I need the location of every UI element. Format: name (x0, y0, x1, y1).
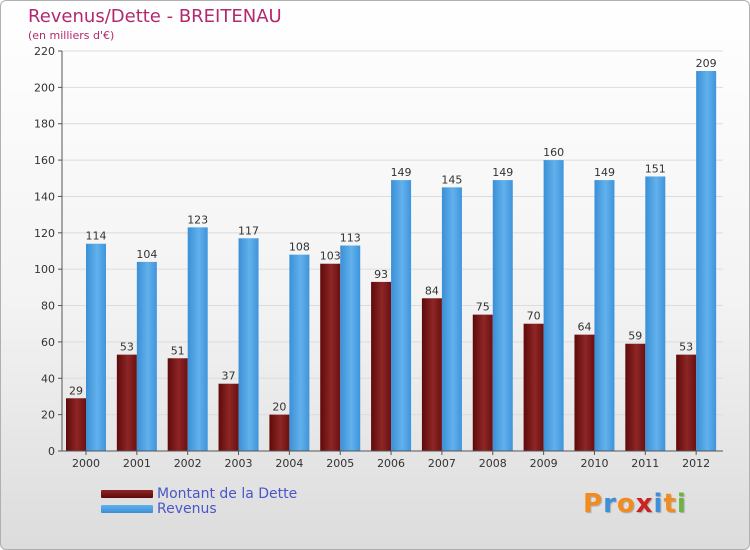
data-label-revenus-2001: 104 (136, 248, 157, 261)
logo-letter: t (663, 489, 677, 519)
data-label-dette-2004: 20 (272, 401, 286, 414)
logo-letter: r (603, 489, 617, 519)
legend: Montant de la Dette Revenus (101, 487, 361, 517)
legend-item-dette: Montant de la Dette (101, 487, 361, 502)
data-label-revenus-2005: 113 (340, 232, 361, 245)
x-tick-label-2003: 2003 (225, 457, 253, 470)
bar-dette-2004 (269, 414, 290, 451)
bar-revenus-2006 (391, 180, 412, 451)
data-label-dette-2005: 103 (320, 250, 341, 263)
bar-dette-2011 (625, 343, 646, 451)
x-tick-label-2007: 2007 (428, 457, 456, 470)
x-tick-label-2010: 2010 (580, 457, 608, 470)
data-label-dette-2011: 59 (628, 330, 642, 343)
x-tick-label-2012: 2012 (682, 457, 710, 470)
data-label-dette-2001: 53 (120, 341, 134, 354)
x-tick-label-2009: 2009 (530, 457, 558, 470)
logo-letter: P (583, 489, 604, 519)
bar-dette-2002 (167, 358, 188, 451)
x-tick-label-2000: 2000 (72, 457, 100, 470)
chart-subtitle: (en milliers d'€) (28, 29, 115, 42)
bar-revenus-2008 (492, 180, 513, 451)
logo-letter: x (635, 489, 654, 519)
data-label-revenus-2002: 123 (187, 213, 208, 226)
y-tick-label-60: 60 (41, 336, 55, 349)
x-tick-label-2005: 2005 (326, 457, 354, 470)
legend-label-revenus: Revenus (157, 501, 217, 517)
bar-dette-2010 (574, 334, 595, 451)
legend-item-revenus: Revenus (101, 502, 361, 517)
data-label-revenus-2010: 149 (594, 166, 615, 179)
x-tick-label-2008: 2008 (479, 457, 507, 470)
bar-dette-2009 (523, 323, 544, 451)
x-tick-label-2011: 2011 (631, 457, 659, 470)
y-tick-label-180: 180 (34, 118, 55, 131)
bar-dette-2005 (320, 263, 341, 451)
y-tick-label-160: 160 (34, 154, 55, 167)
y-tick-label-40: 40 (41, 372, 55, 385)
data-label-dette-2003: 37 (222, 370, 236, 383)
y-tick-label-120: 120 (34, 227, 55, 240)
y-tick-label-220: 220 (34, 45, 55, 58)
data-label-revenus-2003: 117 (238, 224, 259, 237)
logo-letter: i (653, 489, 664, 519)
data-label-revenus-2000: 114 (86, 230, 107, 243)
legend-label-dette: Montant de la Dette (157, 486, 298, 502)
y-tick-label-0: 0 (48, 445, 55, 458)
x-tick-label-2006: 2006 (377, 457, 405, 470)
labels: 29 114 53 104 51 123 37 117 20 108 103 113 93 149 84 14… (69, 57, 717, 414)
data-label-dette-2006: 93 (374, 268, 388, 281)
y-tick-label-200: 200 (34, 81, 55, 94)
logo-letter: i (676, 489, 687, 519)
data-label-revenus-2004: 108 (289, 241, 310, 254)
bar-dette-2006 (371, 281, 392, 451)
bars (66, 71, 717, 452)
y-tick-label-80: 80 (41, 300, 55, 313)
bar-dette-2001 (116, 354, 137, 451)
bar-dette-2003 (218, 383, 239, 451)
data-label-dette-2010: 64 (577, 321, 591, 334)
data-label-dette-2008: 75 (476, 301, 490, 314)
bar-revenus-2007 (441, 187, 462, 451)
bar-revenus-2010 (594, 180, 615, 451)
data-label-dette-2000: 29 (69, 384, 83, 397)
bar-revenus-2004 (289, 254, 310, 451)
legend-swatch-dette (101, 490, 153, 498)
data-label-dette-2012: 53 (679, 341, 693, 354)
data-label-revenus-2006: 149 (391, 166, 412, 179)
y-tick-label-20: 20 (41, 409, 55, 422)
y-tick-label-140: 140 (34, 190, 55, 203)
data-label-dette-2009: 70 (527, 310, 541, 323)
bar-dette-2000 (66, 398, 86, 451)
chart-title: Revenus/Dette - BREITENAU (28, 6, 282, 27)
legend-swatch-revenus (101, 505, 153, 513)
bar-revenus-2012 (696, 71, 717, 451)
data-label-revenus-2009: 160 (543, 146, 564, 159)
data-label-revenus-2011: 151 (645, 162, 666, 175)
data-label-revenus-2007: 145 (441, 173, 462, 186)
x-tick-label-2002: 2002 (174, 457, 202, 470)
bar-revenus-2002 (187, 227, 208, 451)
bar-revenus-2005 (340, 245, 361, 451)
bar-dette-2007 (421, 298, 442, 451)
bar-revenus-2009 (543, 160, 564, 451)
bar-revenus-2000 (86, 243, 106, 451)
data-label-dette-2002: 51 (171, 344, 185, 357)
data-label-revenus-2012: 209 (696, 57, 717, 70)
data-label-dette-2007: 84 (425, 284, 439, 297)
x-tick-label-2001: 2001 (123, 457, 151, 470)
bar-dette-2012 (676, 354, 697, 451)
y-tick-label-100: 100 (34, 263, 55, 276)
data-label-revenus-2008: 149 (492, 166, 513, 179)
bar-dette-2008 (472, 314, 493, 451)
bar-revenus-2011 (645, 176, 666, 452)
bar-revenus-2003 (238, 238, 259, 451)
x-tick-label-2004: 2004 (275, 457, 303, 470)
bar-revenus-2001 (136, 261, 157, 451)
logo-letter: o (616, 489, 636, 519)
proxiti-logo: Proxiti (583, 489, 687, 519)
